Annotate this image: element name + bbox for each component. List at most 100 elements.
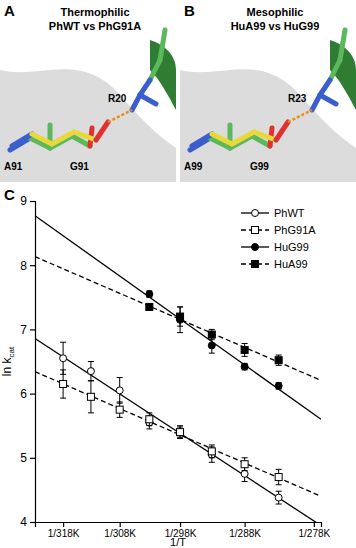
error-bar-part — [242, 343, 248, 344]
x-tick-label: 1/318K — [48, 528, 80, 539]
error-bar-part — [276, 504, 282, 505]
error-bar — [209, 338, 215, 353]
x-tick: 1/278K — [298, 522, 330, 539]
x-tick-label: 1/308K — [104, 528, 136, 539]
ribbon — [0, 69, 176, 182]
error-bar-part — [117, 401, 123, 402]
error-bar — [88, 381, 94, 413]
error-bar-part — [177, 306, 183, 307]
legend-label: PhG91A — [274, 224, 316, 236]
error-bar-part — [209, 339, 215, 340]
y-tick-label: 7 — [20, 323, 27, 337]
residue-label: R23 — [288, 93, 307, 104]
stick — [132, 95, 140, 110]
y-tick: 7 — [20, 323, 35, 337]
data-point — [275, 494, 282, 501]
x-tick: 1/308K — [104, 522, 136, 539]
legend-entry: PhWT — [241, 207, 305, 219]
legend-marker — [252, 244, 259, 251]
stick — [320, 95, 336, 104]
error-bar — [117, 378, 123, 404]
axis-line — [36, 523, 322, 528]
stick — [330, 60, 340, 80]
error-bar — [242, 344, 248, 357]
stick — [96, 122, 108, 140]
error-bar-part — [276, 484, 282, 485]
stick — [160, 30, 165, 60]
y-tick-mark — [30, 394, 35, 395]
error-bar-part — [60, 369, 66, 370]
data-point — [275, 382, 282, 389]
error-bar — [276, 491, 282, 504]
data-point — [60, 380, 67, 387]
panel-title: Mesophilic — [247, 6, 304, 18]
y-tick-label: 8 — [20, 259, 27, 273]
data-point — [241, 363, 248, 370]
stick — [312, 95, 320, 110]
error-bar-part — [209, 329, 215, 330]
error-bar — [242, 363, 248, 369]
legend-label: PhWT — [274, 207, 305, 219]
y-tick-mark — [30, 458, 35, 459]
plot-area — [35, 216, 321, 522]
y-tick-mark — [30, 329, 35, 330]
data-point — [60, 355, 67, 362]
error-bar-part — [60, 398, 66, 399]
figure: AThermophilicPhWT vs PhG91AA91G91R20BMes… — [0, 0, 356, 548]
y-axis-title: ln kcat — [0, 346, 16, 376]
y-tick-label: 9 — [20, 194, 27, 208]
series — [60, 342, 283, 504]
fit-line — [35, 372, 321, 497]
y-tick-mark — [30, 522, 35, 523]
data-point — [208, 448, 215, 455]
data-point — [177, 429, 184, 436]
error-bar-part — [88, 380, 94, 381]
legend-label: HuG99 — [274, 241, 309, 253]
error-bar-part — [209, 444, 215, 445]
data-point — [146, 291, 153, 298]
data-point — [177, 313, 184, 320]
y-tick: 6 — [20, 387, 35, 401]
data-point — [275, 357, 282, 364]
data-point — [275, 474, 282, 481]
panel-letter: A — [4, 2, 15, 19]
series — [146, 303, 282, 365]
y-tick-label: 4 — [20, 515, 27, 529]
error-bar — [177, 307, 183, 333]
error-bar — [60, 370, 66, 398]
x-tick-mark — [120, 522, 121, 527]
legend-entry: PhG91A — [241, 224, 316, 236]
stick — [320, 80, 330, 95]
error-bar-part — [242, 356, 248, 357]
error-bar-part — [60, 342, 66, 343]
stick — [232, 132, 254, 144]
y-tick: 8 — [20, 259, 35, 273]
error-bar-part — [88, 412, 94, 413]
error-bar-part — [146, 412, 152, 413]
error-bar-part — [209, 353, 215, 354]
error-bar-part — [177, 437, 183, 438]
y-tick-mark — [30, 265, 35, 266]
error-bar — [117, 402, 123, 417]
stick — [340, 30, 345, 60]
legend-marker — [252, 210, 259, 217]
residue-label: R20 — [108, 93, 127, 104]
residue-label: G99 — [250, 161, 269, 172]
x-tick-mark — [314, 522, 315, 527]
error-bar — [276, 383, 282, 389]
error-bar — [88, 362, 94, 381]
residue-label: A91 — [4, 161, 23, 172]
panel-title: Thermophilic — [60, 6, 129, 18]
y-tick: 5 — [20, 451, 35, 465]
legend-entry: HuA99 — [241, 258, 308, 270]
fit-line — [35, 257, 321, 381]
error-bar — [60, 342, 66, 374]
legend-entry: HuG99 — [241, 241, 309, 253]
x-tick-mark — [63, 522, 64, 527]
error-bar — [146, 413, 152, 426]
x-tick-label: 1/288K — [229, 528, 261, 539]
error-bar — [146, 304, 152, 310]
stick — [192, 134, 212, 146]
error-bar-part — [276, 355, 282, 356]
y-tick: 4 — [20, 515, 35, 529]
